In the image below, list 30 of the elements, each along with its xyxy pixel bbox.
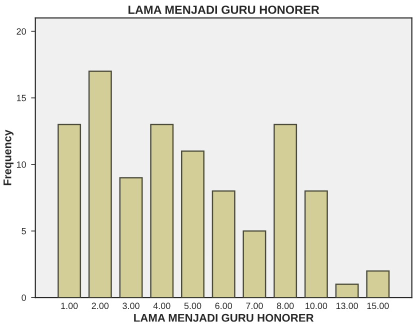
x-tick-label: 4.00 [153, 302, 170, 310]
x-tick-label: 8.00 [276, 302, 294, 310]
chart-title: LAMA MENJADI GURU HONORER [128, 6, 320, 14]
x-tick-label: 5.00 [184, 302, 202, 310]
bar [335, 284, 359, 298]
y-tick-label: 0 [22, 294, 26, 301]
bar [150, 124, 174, 298]
y-tick-label: 5 [22, 228, 26, 234]
x-tick-label: 7.00 [246, 302, 263, 310]
x-tick-label: 13.00 [336, 302, 358, 310]
bar [88, 70, 112, 298]
bar [212, 190, 236, 298]
bar [58, 124, 82, 298]
bar [274, 124, 298, 298]
x-tick-label: 3.00 [122, 302, 140, 310]
y-axis-title: Frequency [4, 130, 14, 186]
x-tick-label: 6.00 [215, 302, 232, 310]
x-tick-label: 1.00 [61, 302, 78, 310]
x-tick-label: 2.00 [92, 302, 109, 310]
x-axis-title: LAMA MENJADI GURU HONORER [134, 314, 314, 322]
x-tick-label: 15.00 [367, 302, 389, 310]
y-tick-label: 10 [16, 161, 26, 168]
bar [181, 150, 204, 298]
y-tick-label: 20 [16, 28, 26, 35]
y-tick-label: 15 [16, 94, 26, 102]
bar [304, 190, 328, 298]
bar [366, 270, 390, 298]
bar [119, 177, 143, 298]
bar [242, 230, 266, 298]
x-tick-label: 10.00 [306, 302, 328, 310]
